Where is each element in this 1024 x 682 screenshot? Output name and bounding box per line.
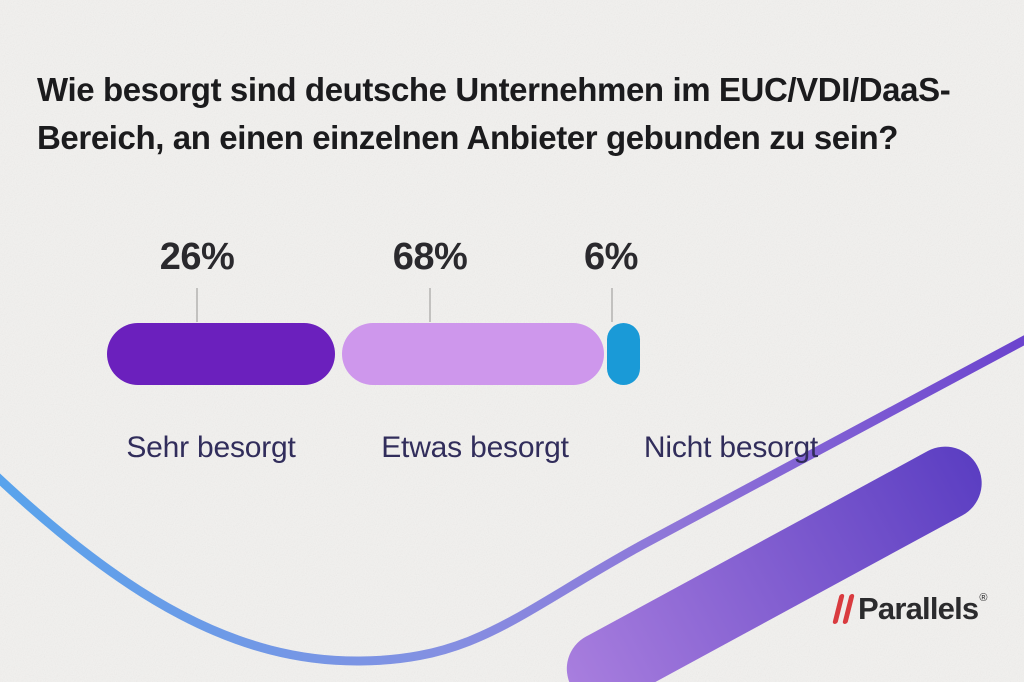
connector-line-etwas-besorgt xyxy=(429,288,431,322)
connector-line-nicht-besorgt xyxy=(611,288,613,322)
registered-trademark-symbol: ® xyxy=(979,592,987,604)
category-label-etwas-besorgt: Etwas besorgt xyxy=(381,431,569,464)
swoosh-curve-line xyxy=(0,335,1024,666)
category-label-sehr-besorgt: Sehr besorgt xyxy=(126,431,296,464)
parallels-wordmark: Parallels ® xyxy=(858,591,987,627)
category-label-nicht-besorgt: Nicht besorgt xyxy=(643,431,819,464)
chart-title-line1: Wie besorgt sind deutsche Unternehmen im… xyxy=(37,71,951,108)
parallels-logo: Parallels ® xyxy=(832,591,987,627)
parallels-bar-right xyxy=(842,594,855,624)
value-label-etwas-besorgt: 68% xyxy=(392,236,468,278)
bar-segment-etwas-besorgt xyxy=(342,323,604,385)
parallels-wordmark-text: Parallels xyxy=(858,591,979,626)
chart-title-line2: Bereich, an einen einzelnen Anbieter geb… xyxy=(37,119,899,156)
connector-line-sehr-besorgt xyxy=(196,288,198,322)
bar-segment-nicht-besorgt xyxy=(607,323,640,385)
value-label-sehr-besorgt: 26% xyxy=(159,236,235,278)
chart-title: Wie besorgt sind deutsche Unternehmen im… xyxy=(37,66,997,162)
value-label-nicht-besorgt: 6% xyxy=(584,236,638,278)
bar-segment-sehr-besorgt xyxy=(107,323,335,385)
parallels-bars-icon xyxy=(832,594,855,624)
purple-capsule-band xyxy=(566,446,982,682)
